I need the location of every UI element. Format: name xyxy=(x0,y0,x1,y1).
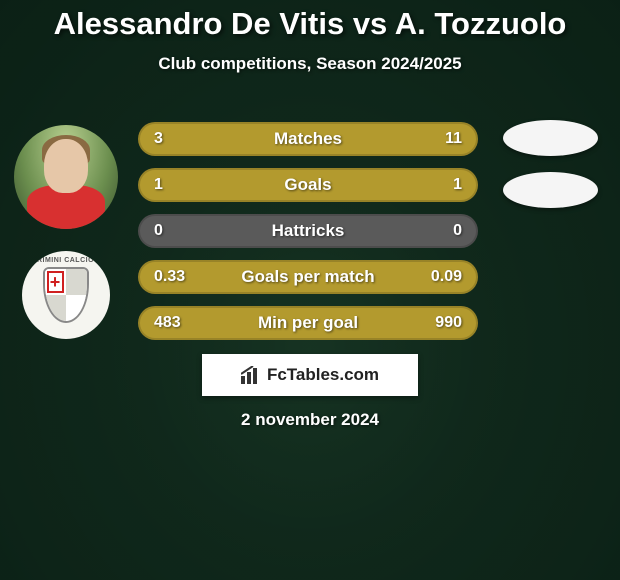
player-avatar xyxy=(14,125,118,229)
stats-table: 3Matches111Goals10Hattricks00.33Goals pe… xyxy=(138,122,478,340)
stat-left-value: 483 xyxy=(154,314,204,332)
opponent-bubble xyxy=(503,172,598,208)
stat-label: Goals xyxy=(204,175,412,195)
stat-row: 0Hattricks0 xyxy=(138,214,478,248)
date-text: 2 november 2024 xyxy=(0,410,620,430)
stat-row: 0.33Goals per match0.09 xyxy=(138,260,478,294)
club-crest-shield xyxy=(43,267,89,323)
stat-label: Min per goal xyxy=(204,313,412,333)
subtitle: Club competitions, Season 2024/2025 xyxy=(0,54,620,74)
stat-left-value: 1 xyxy=(154,176,204,194)
branding-badge: FcTables.com xyxy=(202,354,418,396)
club-avatar: RIMINI CALCIO xyxy=(22,251,110,339)
player-head-shape xyxy=(44,139,88,193)
stat-right-value: 0.09 xyxy=(412,268,462,286)
stat-right-value: 0 xyxy=(412,222,462,240)
stat-left-value: 3 xyxy=(154,130,204,148)
opponent-bubble xyxy=(503,120,598,156)
stat-right-value: 990 xyxy=(412,314,462,332)
stat-row: 483Min per goal990 xyxy=(138,306,478,340)
stat-row: 1Goals1 xyxy=(138,168,478,202)
stat-left-value: 0 xyxy=(154,222,204,240)
page-title: Alessandro De Vitis vs A. Tozzuolo xyxy=(0,0,620,42)
stat-label: Goals per match xyxy=(204,267,412,287)
stat-left-value: 0.33 xyxy=(154,268,204,286)
opponent-bubble-column xyxy=(493,120,608,208)
club-crest-text: RIMINI CALCIO xyxy=(37,257,94,264)
stat-row: 3Matches11 xyxy=(138,122,478,156)
stat-label: Matches xyxy=(204,129,412,149)
branding-text: FcTables.com xyxy=(267,365,379,385)
stat-right-value: 1 xyxy=(412,176,462,194)
avatar-column: RIMINI CALCIO xyxy=(8,125,123,339)
stat-right-value: 11 xyxy=(412,130,462,148)
comparison-card: Alessandro De Vitis vs A. Tozzuolo Club … xyxy=(0,0,620,580)
bar-chart-icon xyxy=(241,366,261,384)
stat-label: Hattricks xyxy=(204,221,412,241)
